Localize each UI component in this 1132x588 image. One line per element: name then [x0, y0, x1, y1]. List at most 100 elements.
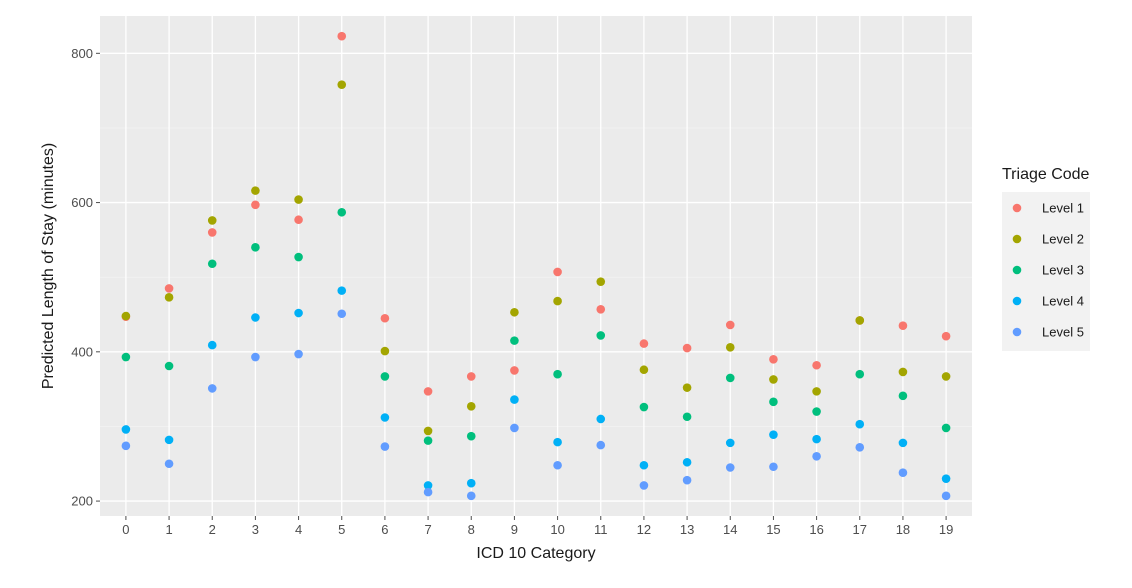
legend-key: [1012, 265, 1022, 275]
data-point: [251, 186, 260, 195]
data-point: [898, 321, 908, 331]
data-point: [682, 457, 692, 467]
data-point: [164, 435, 174, 445]
x-tick-label: 11: [594, 522, 608, 537]
data-point: [164, 361, 174, 371]
x-tick-label: 8: [468, 522, 475, 537]
x-tick-label: 7: [424, 522, 431, 537]
data-point: [725, 373, 735, 383]
axis-ticks: [96, 52, 947, 520]
data-point: [769, 430, 778, 439]
data-point: [941, 491, 951, 501]
data-point: [466, 372, 476, 381]
data-point: [812, 360, 821, 370]
data-point: [164, 459, 174, 469]
y-tick-labels: 200 400 600 800: [71, 46, 93, 509]
data-point: [510, 366, 519, 375]
x-tick-label: 2: [209, 522, 216, 537]
data-point: [380, 346, 390, 356]
legend-label: Level 2: [1042, 232, 1084, 247]
y-tick-label: 200: [71, 494, 93, 509]
data-point: [380, 313, 390, 323]
data-point: [596, 277, 606, 286]
data-point: [294, 195, 303, 204]
legend: Triage Code Level 1 Level 2 Level 3 Level 4…: [1002, 166, 1090, 351]
data-point: [639, 481, 649, 490]
legend-items: Level 1 Level 2 Level 3 Level 4 Level 5: [1012, 201, 1084, 340]
x-axis-title: ICD 10 Category: [476, 545, 595, 562]
grid-minor-lines: [100, 127, 972, 427]
data-point: [337, 80, 347, 89]
y-axis-title: Predicted Length of Stay (minutes): [40, 143, 57, 389]
data-point: [164, 293, 174, 302]
data-point: [855, 369, 865, 379]
data-point: [898, 468, 908, 478]
data-point: [337, 207, 347, 217]
data-point: [769, 375, 778, 384]
legend-key: [1012, 296, 1022, 306]
legend-title: Triage Code: [1002, 166, 1090, 183]
data-point: [510, 395, 519, 404]
data-point: [725, 463, 735, 472]
x-tick-label: 15: [766, 522, 780, 537]
x-tick-label: 0: [122, 522, 129, 537]
data-point: [164, 284, 174, 293]
data-point: [725, 343, 735, 352]
data-point: [553, 296, 562, 306]
data-point: [898, 391, 908, 401]
data-point: [855, 443, 865, 452]
data-point: [423, 481, 433, 490]
x-tick-label: 10: [550, 522, 564, 537]
legend-key: [1012, 234, 1022, 244]
data-point: [294, 252, 303, 262]
x-tick-label: 3: [252, 522, 259, 537]
data-point: [682, 412, 692, 422]
x-tick-label: 19: [939, 522, 953, 537]
data-point: [898, 367, 908, 377]
data-point: [337, 309, 347, 319]
data-point: [510, 307, 519, 317]
data-point: [855, 419, 865, 429]
data-points: [121, 31, 951, 501]
data-point: [207, 259, 217, 269]
y-tick-label: 400: [71, 344, 93, 359]
data-point: [121, 441, 131, 451]
data-point: [251, 243, 260, 252]
data-point: [596, 440, 606, 450]
legend-label: Level 5: [1042, 325, 1084, 340]
data-point: [553, 267, 562, 277]
x-tick-label: 12: [637, 522, 651, 537]
data-point: [294, 308, 303, 318]
data-point: [294, 215, 303, 225]
data-point: [682, 343, 692, 353]
data-point: [941, 423, 951, 433]
data-point: [466, 431, 476, 441]
data-point: [596, 331, 606, 340]
x-tick-label: 4: [295, 522, 302, 537]
x-tick-label: 9: [511, 522, 518, 537]
data-point: [725, 438, 735, 448]
x-tick-labels: 0 1 2 3 4 5 6 7 8 9 10 11 12 13 14 15 16 17 18 19: [122, 522, 953, 537]
data-point: [380, 442, 390, 451]
data-point: [596, 414, 606, 424]
data-point: [553, 369, 562, 379]
legend-label: Level 1: [1042, 201, 1084, 216]
data-point: [251, 313, 260, 322]
legend-label: Level 4: [1042, 294, 1084, 309]
data-point: [466, 401, 476, 411]
legend-key: [1012, 203, 1022, 213]
data-point: [380, 413, 390, 422]
data-point: [207, 216, 217, 225]
data-point: [466, 478, 476, 488]
data-point: [725, 320, 735, 330]
data-point: [553, 460, 562, 470]
y-tick-label: 600: [71, 195, 93, 210]
x-tick-label: 13: [680, 522, 694, 537]
data-point: [812, 434, 821, 444]
data-point: [423, 436, 433, 445]
data-point: [769, 397, 778, 407]
data-point: [251, 200, 260, 210]
x-tick-label: 1: [165, 522, 172, 537]
data-point: [941, 331, 951, 341]
